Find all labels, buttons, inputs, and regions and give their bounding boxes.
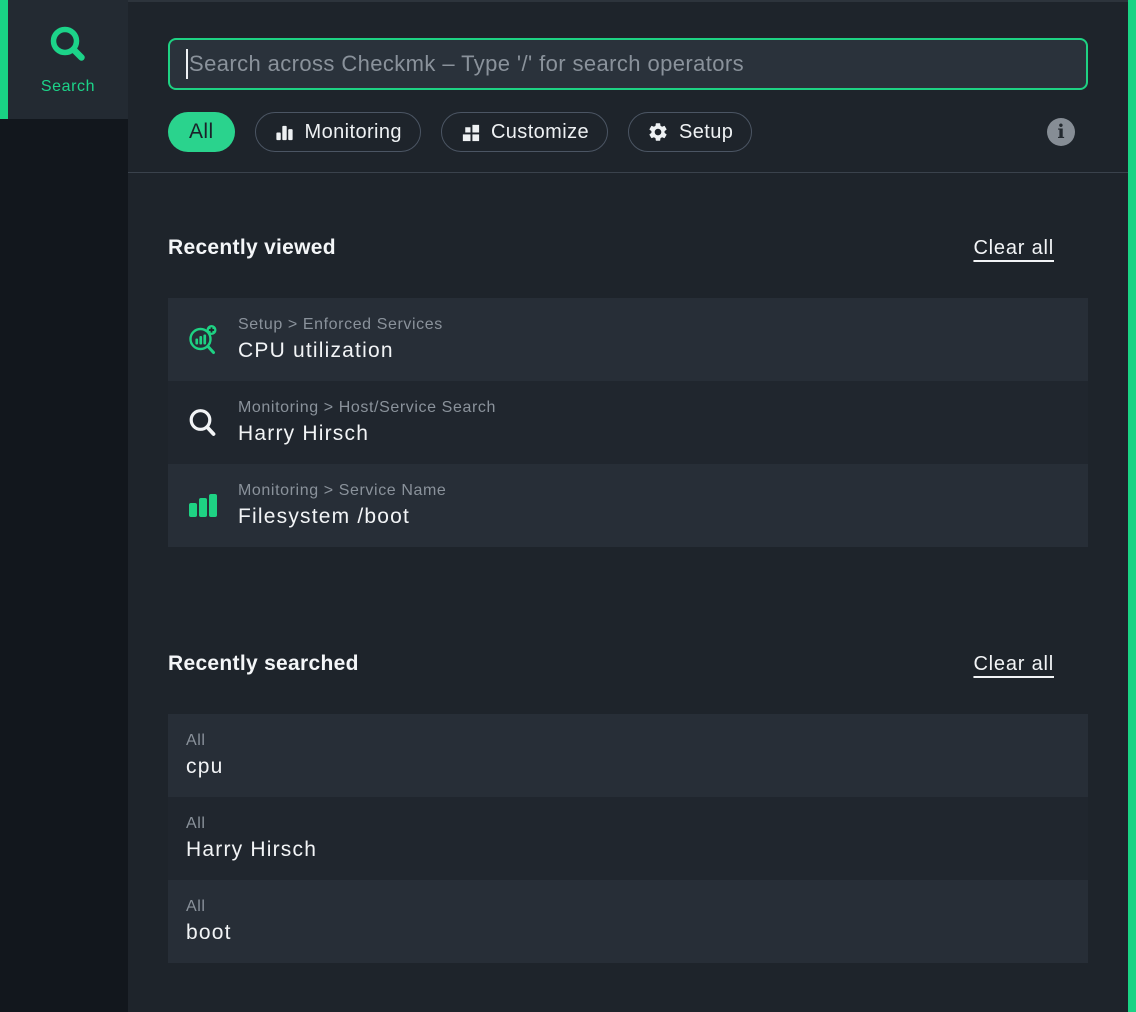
recently-viewed-list: Setup > Enforced Services CPU utilizatio…	[168, 298, 1088, 547]
filter-chip-all[interactable]: All	[168, 112, 235, 152]
search-input[interactable]	[189, 51, 1070, 77]
item-breadcrumb: Monitoring > Service Name	[238, 482, 447, 499]
recently-searched-item[interactable]: All boot	[168, 880, 1088, 963]
search-header: All Monitoring Customize	[128, 38, 1128, 152]
item-title: Filesystem /boot	[238, 505, 411, 528]
filter-chip-setup[interactable]: Setup	[628, 112, 753, 152]
recently-viewed-item[interactable]: Monitoring > Service Name Filesystem /bo…	[168, 464, 1088, 547]
gear-icon	[649, 123, 667, 141]
item-query: boot	[186, 921, 232, 944]
results-area: Recently viewed Clear all	[128, 236, 1128, 963]
header-divider	[128, 172, 1128, 173]
item-scope: All	[186, 898, 206, 915]
item-query: Harry Hirsch	[186, 838, 318, 861]
recently-viewed-item[interactable]: Setup > Enforced Services CPU utilizatio…	[168, 298, 1088, 381]
section-title: Recently searched	[168, 652, 359, 675]
recently-viewed-header: Recently viewed Clear all	[168, 236, 1088, 260]
bar-chart-icon	[275, 125, 293, 140]
filter-chip-label: Customize	[490, 120, 590, 143]
search-chart-plus-icon	[186, 321, 220, 359]
sidebar-item-label: Search	[40, 77, 96, 95]
item-breadcrumb: Setup > Enforced Services	[238, 316, 443, 333]
item-title: CPU utilization	[238, 339, 394, 362]
filter-chip-monitoring[interactable]: Monitoring	[254, 112, 421, 152]
recently-searched-list: All cpu All Harry Hirsch All boot	[168, 714, 1088, 963]
sidebar-item-search[interactable]: Search	[8, 0, 128, 119]
recently-searched-header: Recently searched Clear all	[168, 652, 1088, 676]
grid-icon	[462, 124, 480, 141]
panel-edge-accent	[1128, 0, 1136, 1012]
filter-chip-label: All	[189, 120, 214, 143]
active-tab-indicator	[0, 0, 8, 119]
info-icon[interactable]: i	[1047, 118, 1075, 146]
item-breadcrumb: Monitoring > Host/Service Search	[238, 399, 496, 416]
recently-viewed-item[interactable]: Monitoring > Host/Service Search Harry H…	[168, 381, 1088, 464]
item-query: cpu	[186, 755, 224, 778]
clear-all-link[interactable]: Clear all	[973, 237, 1054, 259]
search-panel: All Monitoring Customize	[128, 0, 1128, 1012]
section-title: Recently viewed	[168, 236, 336, 259]
bar-chart-icon	[186, 487, 220, 525]
text-caret	[186, 49, 188, 79]
filter-chip-label: Setup	[679, 120, 734, 143]
filter-chips-row: All Monitoring Customize	[168, 112, 1088, 152]
filter-chip-label: Monitoring	[304, 120, 402, 143]
sidebar: Search	[0, 0, 128, 1012]
clear-all-link[interactable]: Clear all	[973, 653, 1054, 675]
search-icon	[186, 404, 220, 442]
recently-searched-item[interactable]: All Harry Hirsch	[168, 797, 1088, 880]
item-title: Harry Hirsch	[238, 422, 370, 445]
filter-chip-customize[interactable]: Customize	[440, 112, 609, 152]
search-icon	[50, 26, 85, 61]
recently-searched-item[interactable]: All cpu	[168, 714, 1088, 797]
item-scope: All	[186, 815, 206, 832]
item-scope: All	[186, 732, 206, 749]
info-glyph: i	[1057, 120, 1065, 143]
search-box[interactable]	[168, 38, 1088, 90]
